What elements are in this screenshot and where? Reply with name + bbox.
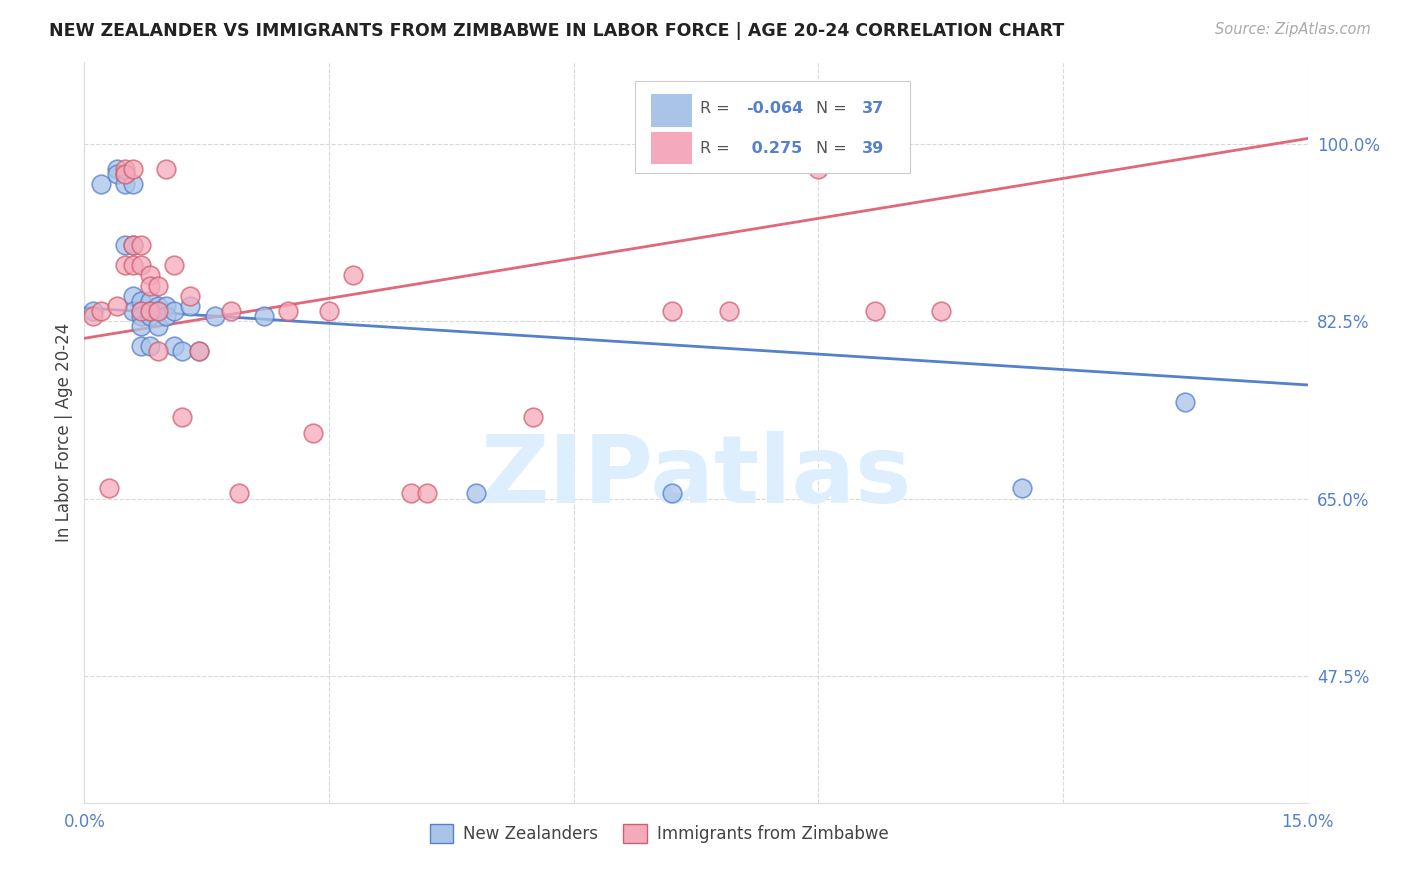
Point bbox=[122, 238, 145, 252]
Point bbox=[146, 304, 169, 318]
Point bbox=[416, 486, 439, 500]
Point bbox=[82, 304, 104, 318]
Point bbox=[131, 258, 153, 272]
Point bbox=[187, 344, 209, 359]
Point bbox=[114, 177, 136, 191]
Point bbox=[105, 299, 128, 313]
Point bbox=[228, 486, 250, 500]
Point bbox=[146, 278, 169, 293]
Point bbox=[1174, 395, 1197, 409]
Point bbox=[114, 238, 136, 252]
Point bbox=[138, 304, 160, 318]
Point bbox=[105, 161, 128, 176]
Point bbox=[155, 299, 177, 313]
Point bbox=[717, 304, 740, 318]
Text: R =: R = bbox=[700, 141, 734, 156]
Point bbox=[122, 289, 145, 303]
Point bbox=[138, 309, 160, 323]
Point bbox=[131, 304, 153, 318]
Text: 37: 37 bbox=[862, 101, 884, 116]
Point bbox=[277, 304, 299, 318]
Point bbox=[114, 258, 136, 272]
Point bbox=[155, 161, 177, 176]
FancyBboxPatch shape bbox=[636, 81, 910, 173]
Point bbox=[122, 304, 145, 318]
Text: ZIPatlas: ZIPatlas bbox=[481, 431, 911, 523]
Point bbox=[138, 268, 160, 283]
Text: Source: ZipAtlas.com: Source: ZipAtlas.com bbox=[1215, 22, 1371, 37]
Point bbox=[399, 486, 422, 500]
Point bbox=[163, 258, 186, 272]
Point bbox=[138, 304, 160, 318]
Point bbox=[138, 293, 160, 308]
Point bbox=[105, 167, 128, 181]
Point bbox=[82, 309, 104, 323]
Point bbox=[172, 344, 194, 359]
Point bbox=[464, 486, 486, 500]
Point bbox=[253, 309, 276, 323]
Point bbox=[865, 304, 887, 318]
Point bbox=[90, 177, 112, 191]
Point bbox=[146, 344, 169, 359]
Point bbox=[219, 304, 242, 318]
Point bbox=[138, 278, 160, 293]
Text: 0.275: 0.275 bbox=[747, 141, 803, 156]
Point bbox=[131, 339, 153, 353]
FancyBboxPatch shape bbox=[651, 132, 692, 164]
Legend: New Zealanders, Immigrants from Zimbabwe: New Zealanders, Immigrants from Zimbabwe bbox=[423, 817, 896, 850]
Point bbox=[146, 299, 169, 313]
Point bbox=[163, 339, 186, 353]
Point bbox=[342, 268, 364, 283]
Point bbox=[179, 289, 201, 303]
Point bbox=[172, 410, 194, 425]
Point bbox=[122, 238, 145, 252]
Point bbox=[114, 161, 136, 176]
Point bbox=[146, 304, 169, 318]
Point bbox=[187, 344, 209, 359]
Point bbox=[889, 136, 911, 151]
Point bbox=[661, 486, 683, 500]
Point bbox=[179, 299, 201, 313]
Point bbox=[131, 309, 153, 323]
Point bbox=[163, 304, 186, 318]
Text: R =: R = bbox=[700, 101, 734, 116]
Point bbox=[122, 177, 145, 191]
Y-axis label: In Labor Force | Age 20-24: In Labor Force | Age 20-24 bbox=[55, 323, 73, 542]
Point bbox=[131, 304, 153, 318]
Point bbox=[155, 309, 177, 323]
Point bbox=[204, 309, 226, 323]
Text: 39: 39 bbox=[862, 141, 884, 156]
Point bbox=[114, 167, 136, 181]
Point bbox=[114, 167, 136, 181]
Point bbox=[131, 319, 153, 334]
Point bbox=[318, 304, 340, 318]
Point bbox=[929, 304, 952, 318]
Point bbox=[122, 258, 145, 272]
Text: -0.064: -0.064 bbox=[747, 101, 803, 116]
Text: NEW ZEALANDER VS IMMIGRANTS FROM ZIMBABWE IN LABOR FORCE | AGE 20-24 CORRELATION: NEW ZEALANDER VS IMMIGRANTS FROM ZIMBABW… bbox=[49, 22, 1064, 40]
Text: N =: N = bbox=[815, 101, 852, 116]
Point bbox=[131, 293, 153, 308]
Point bbox=[131, 238, 153, 252]
Text: N =: N = bbox=[815, 141, 852, 156]
Point bbox=[138, 339, 160, 353]
Point bbox=[146, 319, 169, 334]
Point bbox=[122, 161, 145, 176]
Point bbox=[90, 304, 112, 318]
FancyBboxPatch shape bbox=[651, 95, 692, 127]
Point bbox=[661, 304, 683, 318]
Point bbox=[1011, 482, 1033, 496]
Point bbox=[301, 425, 323, 440]
Point bbox=[97, 482, 120, 496]
Point bbox=[522, 410, 544, 425]
Point bbox=[807, 161, 830, 176]
